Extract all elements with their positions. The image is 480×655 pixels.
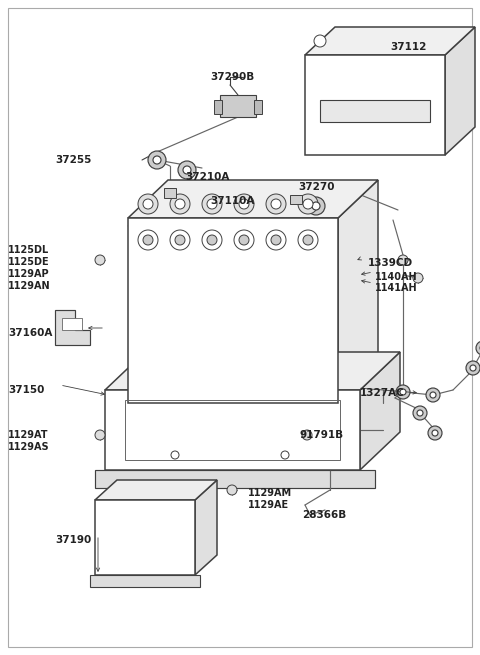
Circle shape	[266, 194, 286, 214]
Circle shape	[234, 194, 254, 214]
Circle shape	[143, 235, 153, 245]
Circle shape	[175, 235, 185, 245]
Circle shape	[413, 273, 423, 283]
Bar	[90, 575, 200, 587]
Text: 1129AE: 1129AE	[248, 500, 289, 510]
Circle shape	[303, 235, 313, 245]
Circle shape	[239, 199, 249, 209]
Text: 91791B: 91791B	[300, 430, 344, 440]
Circle shape	[430, 392, 436, 398]
Polygon shape	[55, 310, 90, 345]
Circle shape	[298, 194, 318, 214]
Circle shape	[266, 230, 286, 250]
Text: 37112: 37112	[390, 42, 426, 52]
Circle shape	[183, 166, 191, 174]
Circle shape	[281, 451, 289, 459]
Circle shape	[398, 255, 408, 265]
Circle shape	[207, 235, 217, 245]
Circle shape	[426, 388, 440, 402]
Polygon shape	[305, 27, 475, 55]
Bar	[254, 100, 262, 114]
Circle shape	[396, 385, 410, 399]
Circle shape	[148, 151, 166, 169]
Text: 37210A: 37210A	[185, 172, 229, 182]
Circle shape	[153, 156, 161, 164]
Text: 1339CD: 1339CD	[368, 258, 413, 268]
Text: 1125DE: 1125DE	[8, 257, 49, 267]
Text: 1129AS: 1129AS	[8, 442, 49, 452]
Bar	[125, 400, 340, 460]
Bar	[220, 95, 256, 117]
Circle shape	[476, 341, 480, 355]
Text: 28366B: 28366B	[302, 510, 346, 520]
Circle shape	[175, 199, 185, 209]
Polygon shape	[95, 470, 375, 488]
Circle shape	[207, 199, 217, 209]
Circle shape	[138, 194, 158, 214]
Circle shape	[302, 430, 312, 440]
Text: 37190: 37190	[55, 535, 91, 545]
Text: 1129AM: 1129AM	[248, 488, 292, 498]
Text: 1129AN: 1129AN	[8, 281, 50, 291]
Polygon shape	[445, 27, 475, 155]
Bar	[95, 500, 195, 575]
Text: 1129AT: 1129AT	[8, 430, 48, 440]
Polygon shape	[95, 480, 217, 500]
Bar	[105, 390, 360, 470]
Polygon shape	[360, 352, 400, 470]
Circle shape	[314, 35, 326, 47]
Circle shape	[95, 255, 105, 265]
Text: 37290B: 37290B	[210, 72, 254, 82]
Text: 1129AP: 1129AP	[8, 269, 49, 279]
Bar	[214, 100, 222, 114]
Text: 1140AH: 1140AH	[375, 272, 418, 282]
Circle shape	[307, 197, 325, 215]
Circle shape	[202, 230, 222, 250]
Circle shape	[303, 199, 313, 209]
Circle shape	[400, 389, 406, 395]
Text: 1327AC: 1327AC	[360, 388, 405, 398]
Circle shape	[466, 361, 480, 375]
Circle shape	[417, 410, 423, 416]
Polygon shape	[195, 480, 217, 575]
Text: 1125DL: 1125DL	[8, 245, 49, 255]
Bar	[62, 318, 82, 330]
Bar	[128, 218, 338, 403]
Circle shape	[298, 230, 318, 250]
Circle shape	[470, 365, 476, 371]
Circle shape	[432, 430, 438, 436]
Circle shape	[227, 485, 237, 495]
Circle shape	[95, 430, 105, 440]
Polygon shape	[105, 352, 400, 390]
Circle shape	[239, 235, 249, 245]
Circle shape	[143, 199, 153, 209]
Text: 37255: 37255	[55, 155, 91, 165]
Circle shape	[138, 230, 158, 250]
Polygon shape	[128, 180, 378, 218]
Text: 37160A: 37160A	[8, 328, 52, 338]
Circle shape	[312, 202, 320, 210]
Bar	[320, 100, 430, 122]
Text: 37270: 37270	[298, 182, 335, 192]
Circle shape	[202, 194, 222, 214]
Bar	[164, 188, 176, 198]
Circle shape	[170, 194, 190, 214]
Text: 1141AH: 1141AH	[375, 283, 418, 293]
Circle shape	[271, 235, 281, 245]
Circle shape	[178, 161, 196, 179]
Text: 37110A: 37110A	[210, 196, 254, 206]
Circle shape	[428, 426, 442, 440]
Bar	[290, 195, 302, 204]
Text: 37150: 37150	[8, 385, 44, 395]
Polygon shape	[338, 180, 378, 403]
Circle shape	[271, 199, 281, 209]
Bar	[305, 55, 445, 155]
Circle shape	[170, 230, 190, 250]
Circle shape	[234, 230, 254, 250]
Circle shape	[413, 406, 427, 420]
Circle shape	[171, 451, 179, 459]
